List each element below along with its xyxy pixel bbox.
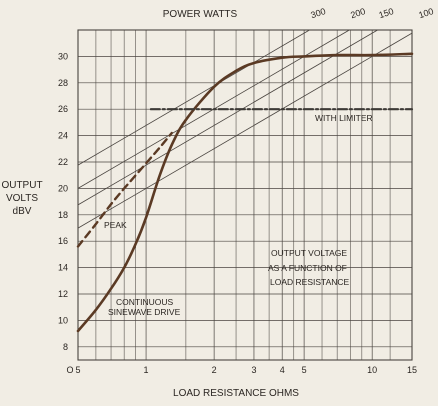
y-tick-label: 22 (58, 157, 68, 167)
y-axis-label: OUTPUT VOLTS dBV (1, 180, 42, 217)
power-lines: 300 200 150 100 (77, 6, 435, 229)
limiter-annotation: WITH LIMITER (315, 113, 373, 123)
power-line-label: 150 (378, 6, 395, 20)
box-annotation-line: AS A FUNCTION OF (268, 263, 347, 273)
continuous-annotation-line: CONTINUOUS (116, 297, 173, 307)
x-tick-label: 5 (302, 365, 307, 375)
power-line-100 (77, 32, 413, 229)
x-origin-label: O (66, 365, 73, 375)
annotations: WITH LIMITER PEAK CONTINUOUS SINEWAVE DR… (104, 113, 373, 317)
power-line-label: 300 (309, 6, 326, 20)
x-tick-label: 4 (280, 365, 285, 375)
y-tick-label: 10 (58, 315, 68, 325)
box-annotation-line: LOAD RESISTANCE (270, 277, 350, 287)
power-line-label: 200 (349, 6, 366, 20)
x-tick-label: 3 (251, 365, 256, 375)
y-axis-label-line: VOLTS (6, 193, 38, 204)
power-line-300 (77, 29, 310, 166)
x-tick-label: 2 (212, 365, 217, 375)
peak-curve (76, 131, 173, 248)
y-tick-label: 12 (58, 289, 68, 299)
y-tick-label: 18 (58, 210, 68, 220)
y-tick-label: 28 (58, 78, 68, 88)
power-line-150 (77, 29, 378, 206)
x-tick-label: 1 (144, 365, 149, 375)
continuous-sinewave-curve (76, 52, 414, 333)
x-tick-label: 10 (367, 365, 377, 375)
y-tick-label: 24 (58, 131, 68, 141)
power-line-label: 100 (417, 6, 434, 20)
y-tick-label: 30 (58, 51, 68, 61)
y-axis-label-line: OUTPUT (1, 180, 42, 191)
y-axis-label-line: dBV (13, 206, 32, 217)
y-tick-label: 16 (58, 236, 68, 246)
peak-annotation: PEAK (104, 220, 127, 230)
series-group (76, 52, 414, 333)
y-tick-label: 26 (58, 104, 68, 114)
chart-title: POWER WATTS (163, 9, 238, 20)
y-tick-label: 14 (58, 263, 68, 273)
y-tick-label: 20 (58, 183, 68, 193)
continuous-annotation-line: SINEWAVE DRIVE (108, 307, 181, 317)
box-annotation-line: OUTPUT VOLTAGE (271, 248, 347, 258)
y-tick-label: 8 (63, 342, 68, 352)
x-axis-label: LOAD RESISTANCE OHMS (173, 388, 299, 399)
x-tick-label: 15 (407, 365, 417, 375)
x-tick-label: 5 (75, 365, 80, 375)
